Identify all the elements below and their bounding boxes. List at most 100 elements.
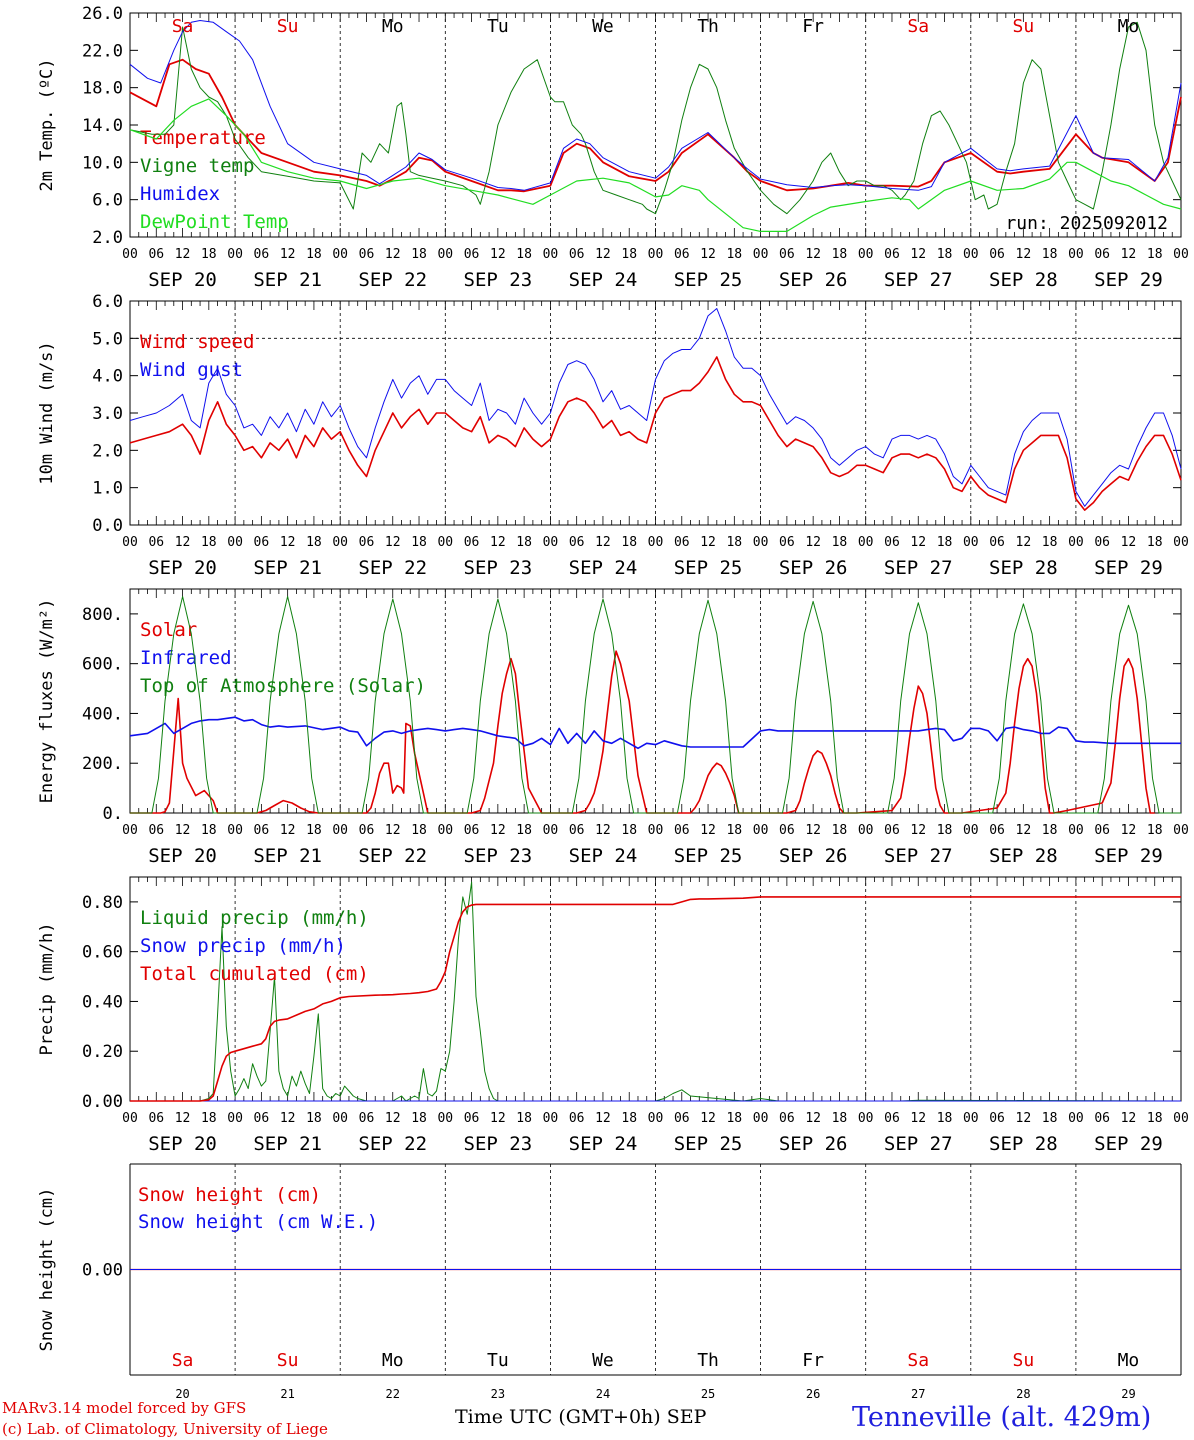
hour-label: 18 (516, 535, 532, 550)
hour-label: 06 (464, 247, 480, 262)
hour-label: 00 (543, 247, 559, 262)
hour-label: 06 (254, 823, 270, 838)
y-axis-title: 10m Wind (m/s) (37, 341, 57, 484)
hour-label: 06 (674, 823, 690, 838)
credit-lab: (c) Lab. of Climatology, University of L… (2, 1420, 328, 1438)
run-label: run: 2025092012 (1005, 213, 1168, 234)
hour-label: 18 (726, 823, 742, 838)
hour-label: 18 (937, 1111, 953, 1126)
hour-label: 06 (989, 535, 1005, 550)
hour-label: 12 (805, 535, 821, 550)
hour-label: 00 (227, 823, 243, 838)
hour-label: 18 (1147, 535, 1163, 550)
hour-label: 00 (1068, 1111, 1084, 1126)
hour-label: 06 (884, 1111, 900, 1126)
legend-entry: Wind gust (140, 359, 243, 381)
hour-label: 00 (648, 1111, 664, 1126)
hour-label: 18 (306, 1111, 322, 1126)
y-axis-title: Energy fluxes (W/m²) (37, 599, 57, 804)
date-label: SEP 22 (358, 557, 427, 579)
hour-label: 12 (595, 823, 611, 838)
hour-label: 06 (1094, 1111, 1110, 1126)
day-number-label: 26 (806, 1387, 820, 1400)
y-tick-label: 22.0 (82, 41, 123, 61)
hour-label: 00 (332, 535, 348, 550)
date-label: SEP 27 (884, 269, 953, 291)
hour-label: 18 (621, 823, 637, 838)
date-label: SEP 20 (148, 845, 217, 867)
hour-label: 12 (175, 247, 191, 262)
hour-label: 00 (332, 247, 348, 262)
date-label: SEP 29 (1094, 269, 1163, 291)
hour-label: 18 (832, 823, 848, 838)
date-label: SEP 28 (989, 845, 1058, 867)
date-label: SEP 20 (148, 269, 217, 291)
x-axis-title-text: Time UTC (GMT+0h) (455, 1406, 661, 1428)
y-tick-label: 800. (82, 605, 123, 625)
date-label: SEP 29 (1094, 557, 1163, 579)
date-label: SEP 24 (569, 557, 638, 579)
hour-label: 12 (1121, 535, 1137, 550)
y-tick-label: 2.0 (92, 228, 123, 248)
hour-label: 18 (832, 535, 848, 550)
hour-label: 06 (779, 247, 795, 262)
y-axis-title: 2m Temp. (ºC) (37, 58, 57, 191)
weekday-label: Th (697, 16, 719, 37)
date-label: SEP 28 (989, 269, 1058, 291)
y-tick-label: 0.80 (82, 893, 123, 913)
series-line-humidex (129, 20, 1182, 191)
hour-label: 06 (254, 535, 270, 550)
hour-label: 18 (411, 535, 427, 550)
date-label: SEP 21 (253, 845, 322, 867)
hour-label: 06 (254, 247, 270, 262)
hour-label: 00 (753, 247, 769, 262)
hour-label: 18 (621, 1111, 637, 1126)
meteogram-chart: 2.0 6.0 10.0 14.0 18.0 22.0 26.0 2m Temp. (ºC) T… (37, 4, 1189, 1400)
hour-label: 06 (464, 1111, 480, 1126)
date-label: SEP 27 (884, 1133, 953, 1155)
day-number-label: 29 (1121, 1387, 1135, 1400)
hour-label: 18 (201, 1111, 217, 1126)
date-label: SEP 26 (779, 557, 848, 579)
hour-label: 12 (910, 535, 926, 550)
hour-label: 00 (1173, 247, 1189, 262)
hour-label: 06 (674, 1111, 690, 1126)
date-label: SEP 21 (253, 557, 322, 579)
hour-label: 12 (700, 247, 716, 262)
hour-label: 00 (1173, 1111, 1189, 1126)
legend-entry: Solar (140, 619, 197, 641)
hour-label: 18 (621, 535, 637, 550)
hour-label: 06 (884, 535, 900, 550)
weekday-label: Fr (802, 16, 824, 37)
y-tick-label: 0.20 (82, 1042, 123, 1062)
hour-label: 00 (963, 1111, 979, 1126)
series-line-total-cumulated-cm- (130, 896, 1181, 1102)
hour-label: 12 (385, 823, 401, 838)
hour-label: 00 (1068, 247, 1084, 262)
hour-label: 18 (832, 247, 848, 262)
hour-label: 06 (884, 247, 900, 262)
date-label: SEP 25 (674, 269, 743, 291)
hour-label: 12 (1121, 823, 1137, 838)
y-tick-label: 2.0 (92, 441, 123, 461)
y-tick-label: 6.0 (92, 191, 123, 211)
hour-label: 00 (1068, 823, 1084, 838)
panel-frame (129, 12, 1182, 238)
y-tick-label: 4.0 (92, 367, 123, 387)
date-label: SEP 23 (464, 557, 533, 579)
weekday-label: Fr (802, 1350, 824, 1371)
weekday-label: We (592, 16, 614, 37)
legend-entry: Vigne temp (140, 155, 254, 177)
legend-entry: Total cumulated (cm) (140, 963, 369, 985)
hour-label: 06 (989, 247, 1005, 262)
hour-label: 06 (569, 535, 585, 550)
hour-label: 12 (1016, 535, 1032, 550)
series-line-vigne-temp (129, 21, 1182, 215)
hour-label: 12 (700, 535, 716, 550)
date-label: SEP 28 (989, 557, 1058, 579)
legend-entry: DewPoint Temp (140, 211, 289, 233)
date-label: SEP 24 (569, 269, 638, 291)
y-axis-title: Snow height (cm) (37, 1188, 57, 1352)
hour-label: 06 (148, 823, 164, 838)
series-line-dewpoint-temp (129, 98, 1182, 232)
